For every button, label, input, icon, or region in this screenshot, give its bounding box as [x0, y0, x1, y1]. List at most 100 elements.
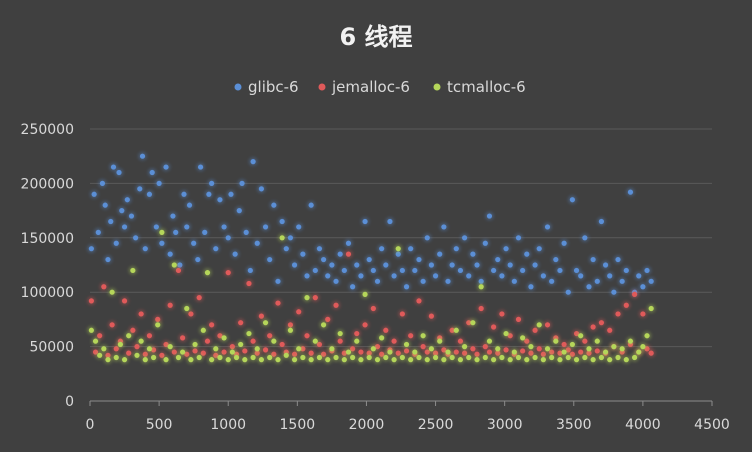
data-point	[254, 240, 260, 246]
data-point	[325, 316, 331, 322]
data-point	[116, 169, 122, 176]
data-point	[191, 240, 197, 246]
data-point	[105, 256, 111, 263]
data-point	[520, 267, 526, 274]
data-point	[258, 357, 264, 363]
data-point	[329, 346, 335, 352]
data-point	[204, 270, 211, 276]
data-point	[383, 327, 389, 333]
data-point	[228, 191, 234, 197]
data-point	[121, 298, 128, 304]
data-point	[345, 349, 352, 355]
data-point	[206, 191, 212, 197]
data-point	[478, 278, 484, 284]
data-point	[304, 333, 310, 339]
data-point	[88, 327, 94, 333]
data-point	[221, 349, 227, 355]
data-point	[188, 311, 194, 317]
x-tick-label: 2000	[349, 417, 385, 433]
data-point	[549, 354, 555, 361]
y-tick-label: 100000	[21, 285, 74, 301]
data-point	[536, 246, 542, 252]
data-point	[213, 246, 219, 252]
data-point	[482, 354, 488, 361]
data-point	[540, 351, 546, 357]
data-point	[362, 291, 368, 297]
data-point	[246, 330, 252, 337]
data-point	[337, 330, 343, 337]
data-point	[250, 354, 256, 361]
data-point	[358, 357, 364, 363]
data-point	[316, 354, 323, 361]
legend-label: tcmalloc-6	[447, 78, 526, 96]
data-point	[598, 320, 605, 326]
data-point	[170, 213, 176, 219]
data-point	[515, 354, 522, 361]
data-point	[275, 300, 281, 306]
data-point	[124, 197, 130, 203]
data-point	[532, 262, 538, 268]
data-point	[553, 256, 559, 263]
data-point	[482, 240, 488, 246]
data-point	[209, 357, 215, 363]
data-point	[250, 159, 256, 165]
y-tick-label: 200000	[21, 176, 74, 192]
data-point	[383, 262, 389, 268]
data-point	[95, 229, 101, 235]
data-point	[350, 284, 356, 290]
data-point	[486, 349, 493, 355]
data-point	[200, 327, 206, 333]
x-tick-label: 0	[86, 417, 95, 433]
data-point	[470, 251, 476, 257]
data-point	[532, 354, 538, 361]
data-point	[279, 218, 285, 225]
data-point	[188, 357, 194, 363]
data-point	[181, 191, 187, 197]
data-point	[515, 316, 522, 322]
data-point	[329, 262, 335, 268]
data-point	[130, 327, 136, 333]
data-point	[196, 354, 202, 361]
data-point	[101, 284, 107, 290]
data-point	[594, 278, 600, 284]
data-point	[312, 295, 318, 301]
data-point	[457, 267, 464, 274]
data-point	[171, 262, 177, 268]
data-point	[258, 313, 264, 319]
data-point	[287, 235, 294, 241]
data-point	[457, 357, 464, 363]
data-point	[204, 338, 211, 344]
data-point	[466, 273, 472, 279]
data-point	[283, 352, 289, 358]
data-point	[291, 262, 298, 268]
data-point	[109, 322, 115, 328]
data-point	[167, 251, 173, 257]
data-point	[333, 354, 339, 361]
data-point	[549, 278, 555, 284]
data-point	[370, 267, 376, 274]
data-point	[337, 251, 343, 257]
data-point	[470, 320, 476, 326]
data-point	[225, 357, 231, 363]
x-tick-label: 2500	[418, 417, 454, 433]
data-point	[399, 311, 405, 317]
data-point	[507, 262, 513, 268]
series-tcmalloc-6	[87, 228, 656, 364]
x-tick-label: 3500	[556, 417, 592, 433]
y-tick-label: 250000	[21, 122, 74, 138]
data-point	[594, 338, 600, 344]
data-point	[291, 351, 298, 357]
data-point	[408, 357, 414, 363]
data-point	[304, 295, 310, 301]
data-point	[101, 346, 107, 352]
data-point	[354, 338, 360, 344]
data-point	[379, 335, 385, 341]
data-point	[627, 338, 634, 344]
data-point	[366, 354, 372, 361]
data-point	[197, 164, 204, 170]
data-point	[582, 338, 588, 344]
data-point	[412, 267, 418, 274]
data-point	[126, 350, 132, 356]
data-point	[491, 324, 497, 330]
data-point	[325, 273, 331, 279]
